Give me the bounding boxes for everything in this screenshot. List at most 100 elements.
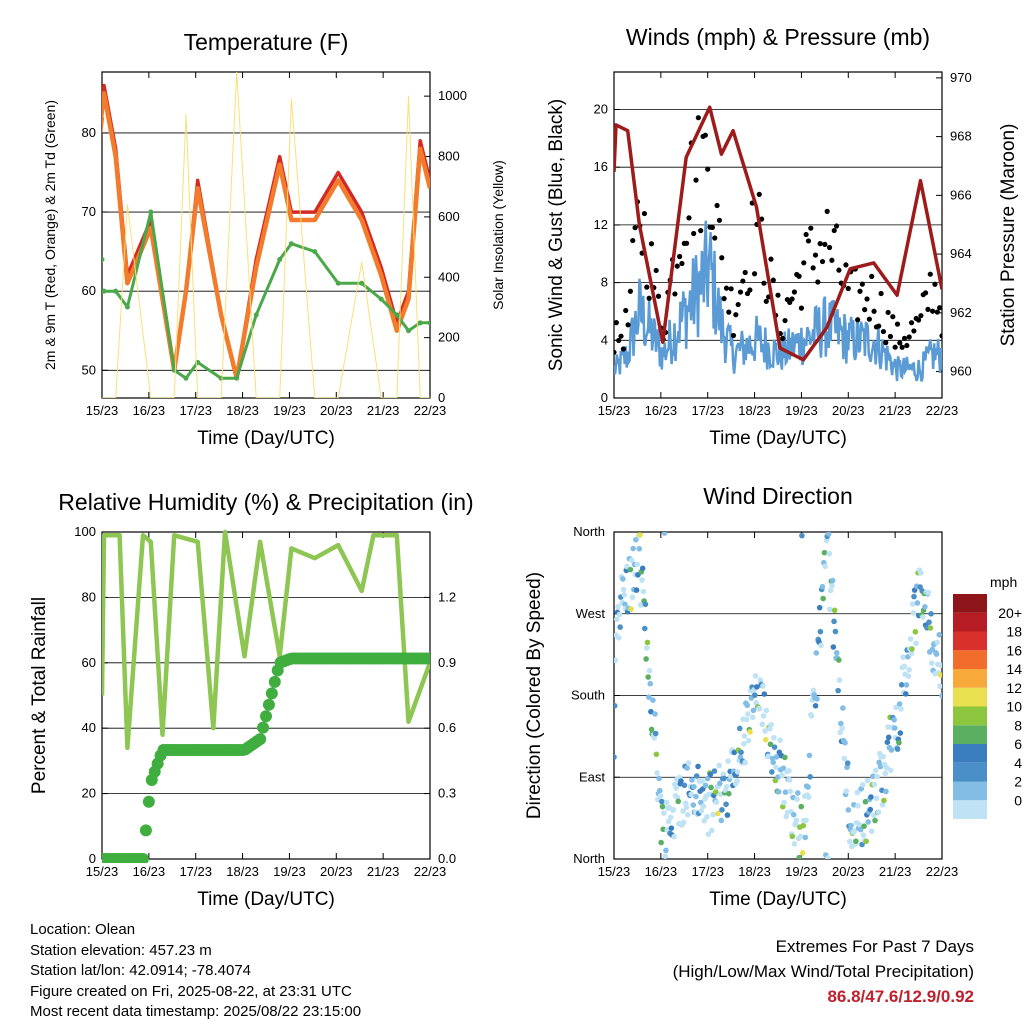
direction-point [756,705,763,712]
legend-color-swatch [953,687,987,707]
direction-point [634,561,641,568]
humidity-frame: 15/23 16/23 17/23 18/23 19/23 20/23 21/23 22/23… [29,489,474,910]
winds-gust-point [894,321,901,327]
direction-point [797,833,804,840]
winds-x-tick-label: 22/23 [926,403,959,418]
direction-point [693,773,700,779]
recent-timestamp-text: Most recent data timestamp: 2025/08/22 2… [30,1003,362,1020]
direction-point [905,673,912,680]
humidity-x-tick-label: 20/23 [320,864,353,879]
direction-point [927,625,934,631]
direction-point [680,819,687,826]
direction-point [690,802,697,808]
winds-gust-point [798,305,805,311]
winds-gust-point [817,241,823,247]
direction-point [646,694,652,700]
direction-point [645,674,651,680]
direction-point [928,611,934,617]
direction-point [786,776,793,783]
direction-point [620,576,626,582]
temperature-x-tick-label: 19/23 [273,403,306,418]
direction-point [787,788,794,795]
direction-frame: 15/23 16/23 17/23 18/23 19/23 20/23 21/23 22/23… [524,483,1022,910]
direction-point [708,784,714,791]
humidity-y2-tick-label: 0.3 [438,786,456,801]
direction-point [829,582,835,589]
direction-point [653,751,660,758]
winds-gust-point [862,307,868,313]
direction-point [779,772,785,779]
direction-y-tick-label: North [573,851,605,866]
direction-point [883,788,889,795]
elevation-text: Station elevation: 457.23 m [30,941,212,959]
winds-gust-point [876,323,882,329]
direction-point [873,795,880,802]
direction-point [760,713,767,719]
humidity-y-tick-label: 60 [82,655,96,670]
winds-gust-point [791,289,798,295]
direction-point [736,725,743,732]
direction-point [887,767,894,774]
legend-color-swatch [953,800,987,819]
direction-x-tick-label: 20/23 [832,864,865,879]
direction-point [765,753,772,759]
direction-point [738,749,744,756]
direction-series [614,532,942,859]
humidity-x-tick-label: 18/23 [226,864,259,879]
direction-point [840,705,846,711]
direction-point [805,784,811,790]
direction-point [615,634,622,641]
winds-x-tick-label: 15/23 [598,403,631,418]
direction-point [859,781,866,788]
winds-x-tick-label: 17/23 [691,403,724,418]
humidity-precip-point [424,652,430,665]
direction-y-tick-label: East [579,769,605,784]
direction-point [843,788,850,794]
temperature-y2-axis-label: Solar Insolation (Yellow) [490,160,506,310]
winds-frame: 15/23 16/23 17/23 18/23 19/23 20/23 21/23 22/23… [546,24,1019,449]
direction-point [813,650,820,656]
humidity-x-tick-label: 19/23 [273,864,306,879]
winds-gust-point [836,267,842,273]
temperature-series-9m-t [102,91,430,381]
direction-point [667,814,674,821]
direction-point [760,683,766,689]
winds-gust-point [726,309,732,315]
legend-color-swatch [953,781,987,801]
direction-point [798,803,805,810]
direction-point [831,607,838,614]
direction-point [925,589,932,596]
humidity-y2-tick-label: 0.6 [438,720,456,735]
humidity-y-tick-label: 40 [82,720,96,735]
direction-point [762,728,768,734]
legend-color-swatch [953,725,987,744]
direction-point [803,817,809,824]
humidity-precip-point [262,698,275,711]
extremes-box: Extremes For Past 7 Days (High/Low/Max W… [673,934,974,1009]
direction-point [698,808,705,814]
winds-y-tick-label: 8 [601,275,608,290]
winds-y2-axis-label: Station Pressure (Maroon) [998,124,1019,347]
direction-point [754,684,760,690]
direction-point [680,808,686,814]
direction-point [663,847,669,854]
direction-point [791,841,798,847]
winds-gust-point [815,279,821,285]
direction-point [644,639,651,646]
winds-y2-tick-label: 968 [950,129,972,144]
winds-gust-point [735,301,741,308]
winds-gust-point [908,320,915,326]
winds-gust-point [719,255,725,261]
direction-point [701,817,707,824]
direction-point [744,702,751,709]
direction-y-axis-label: Direction (Colored By Speed) [524,572,545,819]
direction-point [768,721,774,728]
winds-gust-point [901,335,908,341]
winds-y2-tick-label: 966 [950,187,972,202]
direction-point [839,725,846,732]
direction-point [661,532,668,536]
winds-gust-point [789,296,795,302]
direction-point [864,777,871,784]
direction-point [775,789,782,795]
winds-y-tick-label: 4 [601,332,608,347]
